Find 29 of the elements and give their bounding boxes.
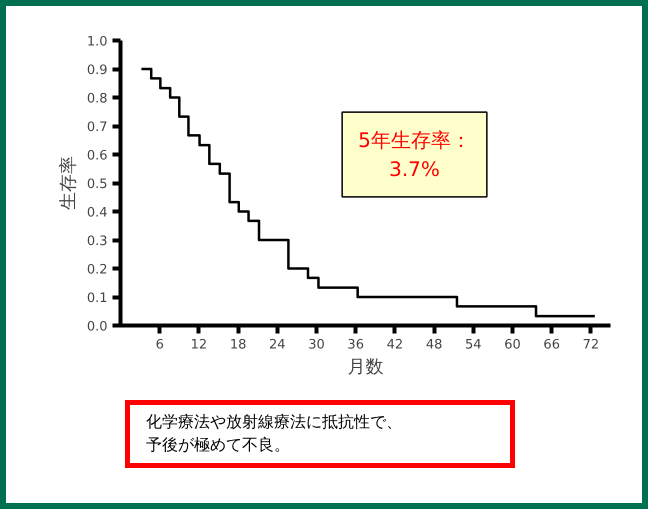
y-tick-label: 0.8: [86, 92, 108, 106]
x-tick-label: 42: [386, 338, 404, 352]
x-tick-label: 12: [190, 338, 208, 352]
x-tick-label: 24: [269, 338, 286, 352]
y-tick-label: 0.6: [86, 148, 108, 164]
y-axis-title: 生存率: [58, 156, 79, 210]
x-axis-title: 月数: [348, 356, 384, 378]
x-tick-label: 6: [156, 338, 164, 352]
text: 化学療法や放射線療法に抵抗性で、: [146, 412, 402, 431]
y-tick-label: 0.3: [86, 234, 108, 249]
y-tick-label: 0.2: [86, 262, 108, 278]
x-tick-label: 66: [543, 338, 560, 352]
y-tick-label: 0.4: [86, 206, 108, 220]
annotation: 3.7%: [389, 156, 440, 181]
y-tick-label: 0.7: [86, 120, 108, 135]
x-tick-label: 18: [230, 338, 246, 352]
x-tick-label: 30: [308, 338, 325, 352]
y-tick-label: 1.0: [86, 34, 108, 50]
y-tick-label: 0.1: [86, 291, 108, 306]
y-tick-label: 0.9: [86, 63, 108, 78]
text: 予後が極めて不良。: [146, 434, 290, 454]
x-tick-label: 54: [465, 338, 482, 352]
x-tick-label: 72: [582, 338, 600, 352]
y-tick-label: 0.5: [86, 177, 108, 192]
x-tick-label: 60: [504, 338, 521, 352]
x-tick-label: 36: [347, 338, 364, 352]
y-tick-label: 0.0: [86, 320, 108, 334]
x-tick-label: 48: [426, 338, 442, 352]
annotation: 5年生存率：: [358, 128, 471, 152]
